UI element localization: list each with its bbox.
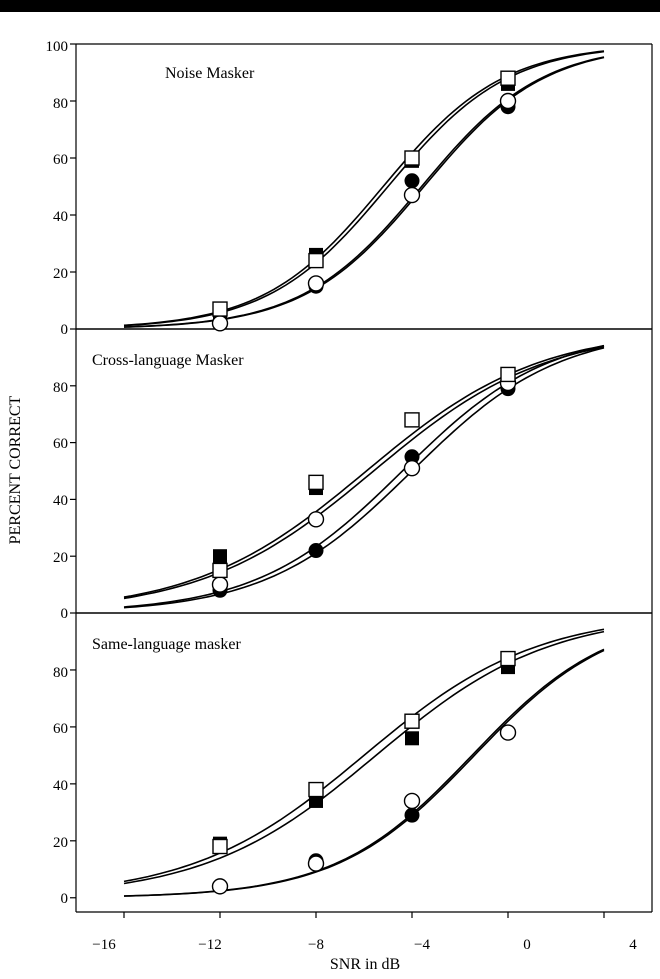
y-tick-label: 60 bbox=[53, 152, 68, 168]
y-tick-label: 80 bbox=[53, 96, 68, 112]
x-tick-label: 4 bbox=[629, 937, 637, 953]
data-point-open-circle bbox=[403, 186, 421, 204]
x-tick-label: −8 bbox=[308, 937, 324, 953]
panel-title-cross: Cross-language Masker bbox=[92, 352, 244, 369]
fit-curves bbox=[123, 50, 605, 897]
y-tick-label: 100 bbox=[46, 39, 69, 55]
data-point-open-square bbox=[404, 150, 420, 166]
data-point-open-circle bbox=[499, 724, 517, 741]
data-point-open-square bbox=[308, 781, 324, 798]
fit-curve bbox=[123, 648, 605, 897]
panel-title-noise: Noise Masker bbox=[165, 65, 255, 82]
fit-curve bbox=[123, 344, 605, 608]
data-point-open-circle bbox=[211, 576, 229, 593]
data-point-open-circle bbox=[211, 315, 229, 332]
y-tick-label: 60 bbox=[53, 721, 68, 737]
data-point-open-square bbox=[308, 474, 324, 491]
x-tick-label: −12 bbox=[198, 937, 221, 953]
x-tick-label: −16 bbox=[92, 937, 116, 953]
y-tick-label: 0 bbox=[61, 606, 69, 622]
data-point-open-circle bbox=[307, 511, 325, 528]
fit-curve bbox=[123, 628, 605, 883]
fit-curve bbox=[123, 649, 605, 897]
data-point-filled-circle bbox=[404, 173, 420, 189]
panel-title-same: Same-language masker bbox=[92, 636, 242, 653]
data-points bbox=[211, 70, 517, 895]
y-tick-label: 20 bbox=[53, 835, 68, 851]
y-tick-label: 20 bbox=[53, 550, 68, 566]
x-tick-label: −4 bbox=[414, 937, 430, 953]
y-tick-label: 80 bbox=[53, 380, 68, 396]
top-rule bbox=[0, 0, 660, 12]
data-point-open-square bbox=[500, 650, 516, 667]
data-point-filled-square bbox=[405, 731, 419, 746]
y-tick-label: 20 bbox=[53, 266, 68, 282]
data-point-open-circle bbox=[499, 92, 517, 110]
y-tick-label: 40 bbox=[53, 493, 68, 509]
data-point-open-square bbox=[212, 301, 228, 317]
fit-curve bbox=[123, 56, 605, 328]
data-point-open-circle bbox=[307, 275, 325, 292]
y-tick-label: 60 bbox=[53, 436, 68, 452]
y-axis-label: PERCENT CORRECT bbox=[7, 395, 24, 544]
y-tick-label: 0 bbox=[61, 322, 69, 338]
data-point-filled-square bbox=[213, 549, 227, 564]
data-point-filled-circle bbox=[308, 543, 324, 559]
data-point-filled-circle bbox=[404, 449, 420, 465]
data-point-open-square bbox=[404, 713, 420, 729]
data-point-open-circle bbox=[403, 459, 421, 477]
y-tick-label: 80 bbox=[53, 665, 68, 681]
fit-curve bbox=[123, 50, 605, 327]
data-point-open-square bbox=[212, 838, 228, 855]
data-point-open-square bbox=[500, 366, 516, 383]
axes-frame bbox=[70, 43, 653, 918]
data-point-filled-circle bbox=[404, 807, 420, 823]
data-point-open-square bbox=[404, 412, 420, 428]
data-point-open-square bbox=[308, 252, 324, 269]
y-tick-label: 40 bbox=[53, 778, 68, 794]
data-point-filled-square bbox=[309, 793, 323, 808]
y-tick-label: 0 bbox=[61, 891, 69, 907]
data-point-open-square bbox=[212, 562, 228, 579]
y-tick-label: 40 bbox=[53, 209, 68, 225]
x-axis-label: SNR in dB bbox=[330, 956, 400, 973]
fit-curve bbox=[123, 344, 605, 598]
fit-curve bbox=[123, 347, 605, 609]
fit-curve bbox=[123, 56, 605, 328]
fit-curve bbox=[123, 630, 605, 885]
data-point-open-circle bbox=[307, 855, 325, 872]
fit-curve bbox=[123, 346, 605, 600]
data-point-open-circle bbox=[403, 792, 421, 810]
data-point-open-square bbox=[500, 70, 516, 86]
data-point-open-circle bbox=[211, 878, 229, 895]
fit-curve bbox=[123, 50, 605, 327]
x-tick-label: 0 bbox=[523, 937, 531, 953]
